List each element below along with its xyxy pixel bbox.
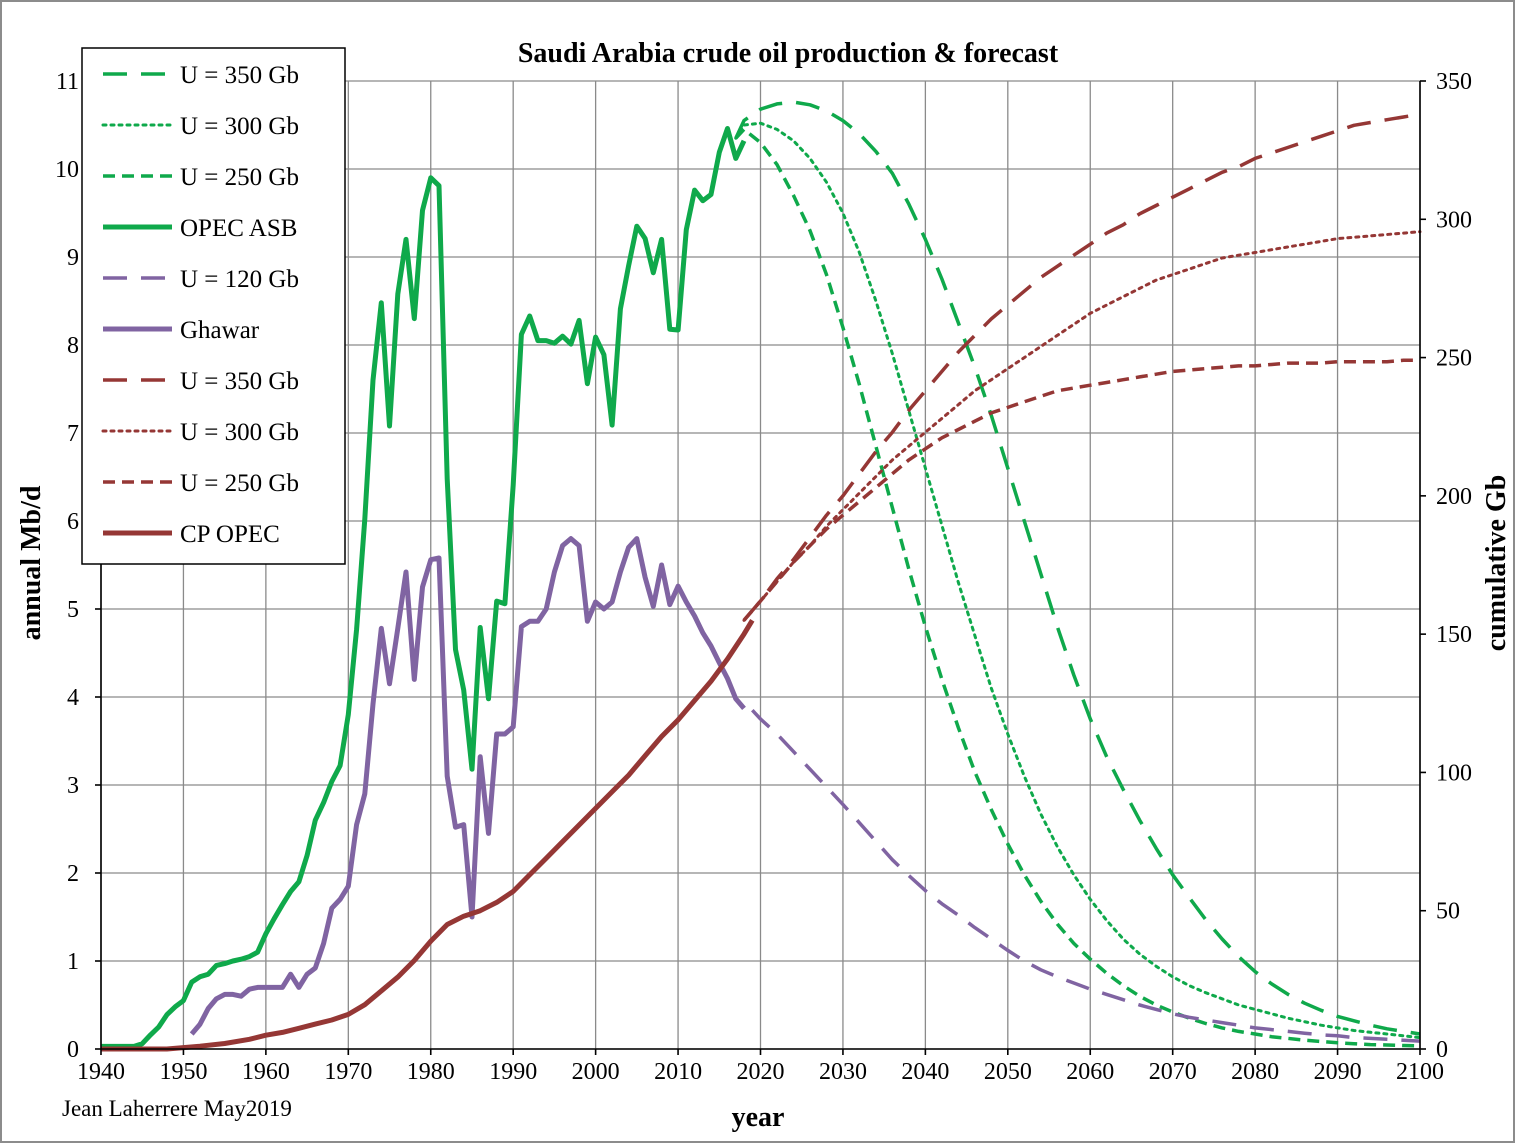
legend-label-0: U = 350 Gb [180, 62, 299, 89]
legend-items: U = 350 Gb U = 300 Gb U = 250 Gb OPEC ASB U … [101, 62, 299, 548]
y-left-tick-label: 6 [67, 509, 79, 535]
y-left-tick-label: 2 [67, 861, 79, 887]
y-right-tick-label: 0 [1436, 1037, 1448, 1063]
series-line-5 [189, 536, 746, 1036]
y-right-tick-label: 350 [1436, 69, 1472, 95]
y-left-tick-label: 1 [67, 949, 79, 975]
series-line-3 [101, 126, 747, 1049]
y-left-axis-title: annual Mb/d [16, 485, 47, 640]
x-axis-title: year [732, 1102, 785, 1133]
y-left-tick-label: 5 [67, 597, 79, 623]
chart-title: Saudi Arabia crude oil production & fore… [518, 38, 1059, 69]
y-left-tick-label: 8 [67, 333, 79, 359]
y-right-tick-label: 200 [1436, 484, 1472, 510]
y-right-tick-label: 100 [1436, 760, 1472, 786]
x-tick-label: 1970 [324, 1059, 372, 1085]
series-line-4 [751, 709, 1421, 1043]
legend-label-5: Ghawar [180, 317, 260, 344]
series-line-6 [742, 112, 1421, 622]
y-left-tick-label: 3 [67, 773, 79, 799]
legend-box [81, 47, 346, 565]
legend-label-3: OPEC ASB [180, 215, 297, 242]
x-tick-label: 2000 [572, 1059, 620, 1085]
x-tick-label: 2090 [1314, 1059, 1362, 1085]
x-tick-label: 1940 [77, 1059, 125, 1085]
series-line-7 [742, 230, 1422, 622]
legend-label-8: U = 250 Gb [180, 470, 299, 497]
series-layer [101, 100, 1422, 1052]
x-tick-label: 2070 [1149, 1059, 1197, 1085]
tick-labels: 1940 1950 1960 1970 1980 1990 2000 2010 2020 2030… [55, 69, 1472, 1085]
x-tick-label: 1950 [159, 1059, 207, 1085]
y-left-tick-label: 0 [67, 1037, 79, 1063]
x-tick-label: 2100 [1396, 1059, 1444, 1085]
series-line-9 [101, 619, 755, 1052]
x-tick-label: 2010 [654, 1059, 702, 1085]
x-tick-label: 2050 [984, 1059, 1032, 1085]
author-credit: Jean Laherrere May2019 [62, 1096, 292, 1121]
x-tick-label: 2030 [819, 1059, 867, 1085]
legend: U = 350 Gb U = 300 Gb U = 250 Gb OPEC ASB U … [81, 47, 346, 565]
x-tick-label: 1960 [242, 1059, 290, 1085]
legend-label-2: U = 250 Gb [180, 164, 299, 191]
x-tick-label: 2060 [1066, 1059, 1114, 1085]
x-tick-label: 1990 [489, 1059, 537, 1085]
y-right-tick-label: 300 [1436, 207, 1472, 233]
legend-label-9: CP OPEC [180, 521, 280, 548]
y-right-axis-title: cumulative Gb [1481, 475, 1512, 652]
y-left-tick-label: 11 [56, 69, 79, 95]
series-line-1 [734, 121, 1422, 1040]
y-right-tick-label: 250 [1436, 346, 1472, 372]
y-right-tick-label: 50 [1436, 899, 1460, 925]
legend-label-6: U = 350 Gb [180, 368, 299, 395]
y-left-tick-label: 9 [67, 245, 79, 271]
series-line-2 [734, 127, 1421, 1048]
x-tick-label: 1980 [407, 1059, 455, 1085]
series-line-0 [734, 100, 1421, 1036]
legend-label-4: U = 120 Gb [180, 266, 299, 293]
series-line-8 [742, 358, 1420, 622]
x-tick-label: 2020 [737, 1059, 785, 1085]
y-left-tick-label: 4 [67, 685, 79, 711]
x-tick-label: 2040 [901, 1059, 949, 1085]
y-left-tick-label: 7 [67, 421, 79, 447]
y-left-tick-label: 10 [55, 157, 79, 183]
y-right-tick-label: 150 [1436, 622, 1472, 648]
legend-label-1: U = 300 Gb [180, 113, 299, 140]
x-tick-label: 2080 [1231, 1059, 1279, 1085]
legend-label-7: U = 300 Gb [180, 419, 299, 446]
